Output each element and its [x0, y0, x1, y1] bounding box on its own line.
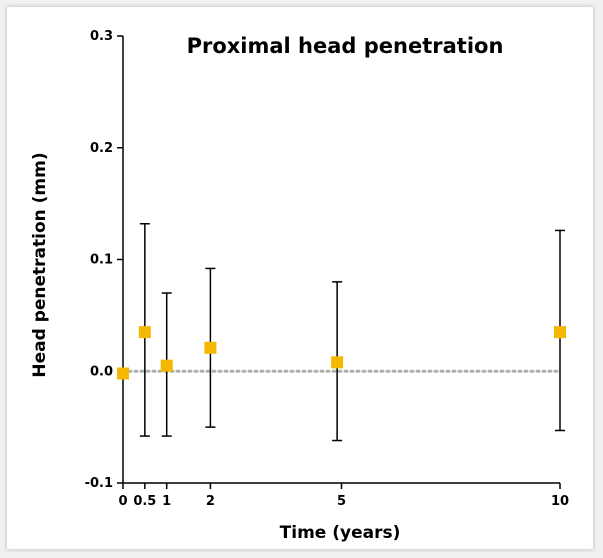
data-markers [117, 326, 566, 380]
y-tick-label: -0.1 [85, 476, 113, 491]
data-point [204, 341, 217, 354]
data-point [138, 326, 151, 339]
y-axis-title: Head penetration (mm) [30, 152, 50, 377]
chart-card: Proximal head penetration -0.1 0.0 0.1 0.2 0… [7, 7, 593, 549]
x-tick-label: 0.5 [133, 494, 156, 509]
y-tick-label: 0.0 [90, 364, 113, 379]
y-tick-label: 0.3 [90, 29, 113, 44]
head-penetration-chart: Proximal head penetration -0.1 0.0 0.1 0.2 0… [30, 29, 569, 543]
x-tick-label: 0 [118, 494, 127, 509]
data-point [117, 367, 129, 380]
y-tick-label: 0.1 [90, 253, 113, 268]
axes: -0.1 0.0 0.1 0.2 0.3 0 0.5 1 2 5 10 [85, 29, 569, 509]
error-bars [139, 222, 565, 442]
chart-title: Proximal head penetration [187, 34, 504, 58]
data-point [331, 356, 344, 369]
data-point [554, 326, 566, 339]
data-point [160, 359, 173, 372]
x-axis-title: Time (years) [280, 523, 401, 543]
y-tick-label: 0.2 [90, 141, 113, 156]
x-tick-label: 5 [337, 494, 346, 509]
x-tick-label: 1 [162, 494, 171, 509]
x-tick-label: 10 [551, 494, 569, 509]
x-tick-label: 2 [206, 494, 215, 509]
